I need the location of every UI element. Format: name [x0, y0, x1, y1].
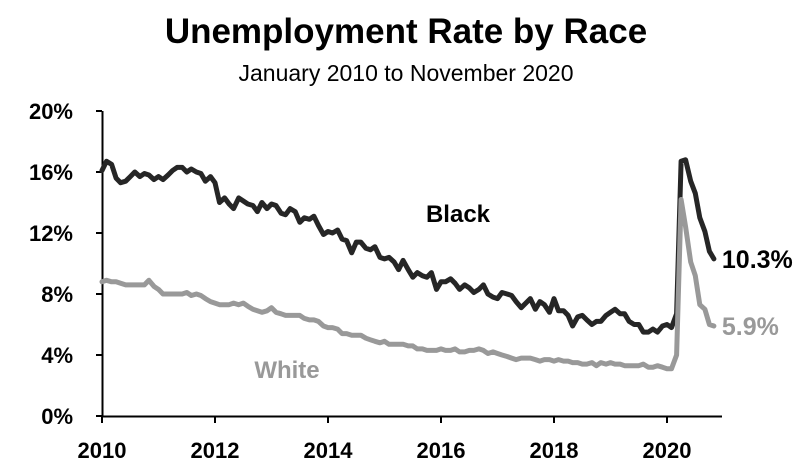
- y-tick-label: 4%: [41, 343, 73, 368]
- x-tick-label: 2018: [530, 438, 579, 463]
- chart-title: Unemployment Rate by Race: [165, 12, 647, 51]
- series-label-white: White: [254, 357, 319, 384]
- x-tick-label: 2016: [417, 438, 466, 463]
- x-tick-label: 2020: [643, 438, 692, 463]
- series-line-black: [99, 157, 717, 335]
- end-value-label-black: 10.3%: [722, 246, 793, 274]
- x-tick-label: 2010: [78, 438, 127, 463]
- series-label-black: Black: [426, 201, 491, 228]
- y-tick-label: 12%: [29, 221, 73, 246]
- y-tick-label: 20%: [29, 99, 73, 124]
- series-annotations: Black 10.3% White 5.9%: [254, 201, 792, 384]
- series-line-white: [99, 197, 717, 372]
- series-lines: [99, 157, 717, 372]
- x-tick-label: 2014: [304, 438, 354, 463]
- y-tick-label: 16%: [29, 160, 73, 185]
- y-tick-label: 8%: [41, 282, 73, 307]
- x-ticks: 2010 2012 2014 2016 2018 2020: [78, 416, 692, 463]
- y-tick-label: 0%: [41, 404, 73, 429]
- end-value-label-white: 5.9%: [722, 313, 779, 341]
- y-ticks: 0% 4% 8% 12% 16% 20%: [29, 99, 102, 429]
- x-tick-label: 2012: [191, 438, 240, 463]
- chart-subtitle: January 2010 to November 2020: [239, 60, 574, 86]
